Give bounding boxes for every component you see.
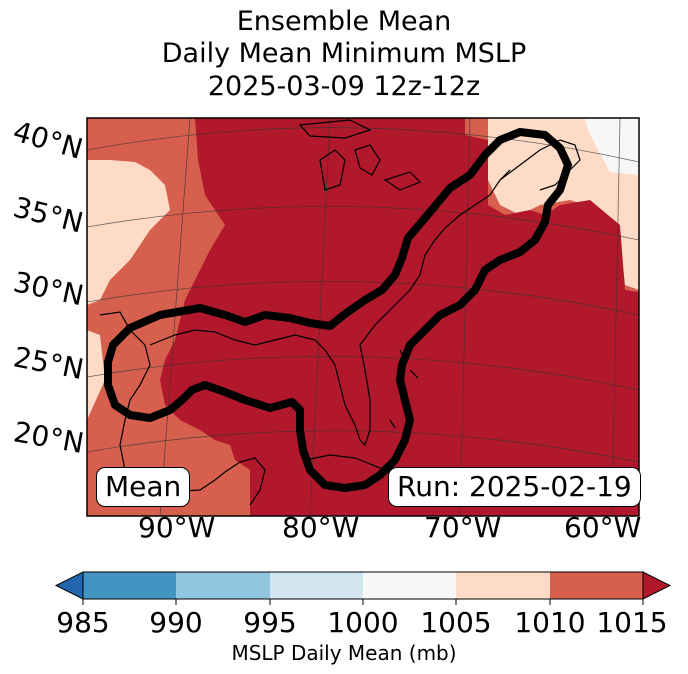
lon-label-70w: 70°W: [424, 511, 502, 544]
colorbar-bin-995: [270, 572, 363, 599]
coastlines: [99, 119, 581, 506]
colorbar-bin-985: [83, 572, 176, 599]
lon-label-60w: 60°W: [564, 511, 642, 544]
colorbar-tick-1015: 1015: [596, 606, 668, 639]
meridian-70w: [459, 118, 471, 516]
colorbar-tick-985: 985: [56, 606, 110, 639]
map-frame: [86, 117, 640, 517]
title-line-1: Ensemble Mean: [236, 6, 452, 37]
colorbar-tick-1005: 1005: [420, 606, 492, 639]
meridian-60w: [611, 118, 621, 516]
colorbar-bin-990: [176, 572, 270, 599]
parallel-25n: [87, 355, 639, 391]
pressure-region-1000-corner: [585, 118, 639, 175]
lon-label-90w: 90°W: [138, 511, 216, 544]
colorbar-extend-high: [642, 571, 672, 600]
colorbar-bin-1000: [363, 572, 456, 599]
pressure-region-1005-southwest: [87, 330, 105, 420]
colorbar-bin-1010: [550, 572, 643, 599]
parallel-20n: [87, 430, 639, 463]
colorbar-bin-1005: [456, 572, 550, 599]
meridian-80w: [309, 118, 331, 516]
graticule: [87, 118, 639, 516]
pressure-region-1015: [160, 118, 639, 516]
title-line-2: Daily Mean Minimum MSLP: [161, 38, 527, 69]
parallel-30n: [87, 280, 639, 316]
lon-label-80w: 80°W: [282, 511, 360, 544]
coastline-yucatan: [224, 457, 266, 506]
colorbar: [54, 571, 672, 605]
colorbar-label: MSLP Daily Mean (mb): [231, 641, 457, 665]
map-area: [87, 118, 639, 516]
colorbar-tick-990: 990: [149, 606, 203, 639]
coastline-maritimes: [499, 139, 581, 191]
meridian-90w: [159, 118, 191, 516]
coastline-florida: [314, 339, 371, 447]
mean-box-label: Mean: [96, 467, 191, 507]
colorbar-tick-1010: 1010: [514, 606, 586, 639]
parallel-35n: [87, 205, 639, 241]
run-date-box-label: Run: 2025-02-19: [388, 467, 641, 507]
title-line-3: 2025-03-09 12z-12z: [207, 71, 481, 102]
great-lakes: [298, 119, 422, 191]
storm-track-contour: [104, 128, 572, 492]
colorbar-extend-low: [54, 571, 84, 600]
colorbar-tick-995: 995: [243, 606, 297, 639]
colorbar-tick-1000: 1000: [327, 606, 399, 639]
coastline-east: [359, 169, 511, 346]
pressure-region-1005-gulf-west: [87, 160, 170, 305]
coastline-north-gulf: [149, 329, 316, 346]
